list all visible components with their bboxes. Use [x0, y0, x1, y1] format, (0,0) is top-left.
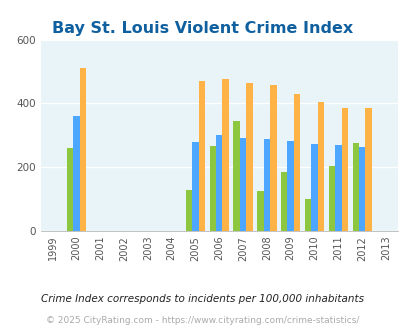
- Text: Crime Index corresponds to incidents per 100,000 inhabitants: Crime Index corresponds to incidents per…: [41, 294, 364, 304]
- Bar: [311, 144, 317, 231]
- Bar: [79, 68, 86, 231]
- Bar: [198, 81, 205, 231]
- Bar: [73, 116, 79, 231]
- Bar: [66, 148, 73, 231]
- Bar: [352, 143, 358, 231]
- Text: Bay St. Louis Violent Crime Index: Bay St. Louis Violent Crime Index: [52, 21, 353, 36]
- Bar: [293, 94, 300, 231]
- Bar: [280, 172, 287, 231]
- Bar: [239, 138, 246, 231]
- Bar: [341, 108, 347, 231]
- Bar: [304, 199, 311, 231]
- Bar: [263, 139, 269, 231]
- Bar: [364, 108, 371, 231]
- Text: © 2025 CityRating.com - https://www.cityrating.com/crime-statistics/: © 2025 CityRating.com - https://www.city…: [46, 316, 359, 325]
- Bar: [192, 142, 198, 231]
- Bar: [334, 145, 341, 231]
- Bar: [222, 80, 228, 231]
- Bar: [209, 147, 215, 231]
- Bar: [215, 135, 222, 231]
- Bar: [257, 191, 263, 231]
- Bar: [358, 148, 364, 231]
- Bar: [246, 82, 252, 231]
- Bar: [185, 189, 192, 231]
- Bar: [317, 102, 323, 231]
- Bar: [328, 166, 334, 231]
- Bar: [269, 85, 276, 231]
- Bar: [287, 141, 293, 231]
- Bar: [233, 121, 239, 231]
